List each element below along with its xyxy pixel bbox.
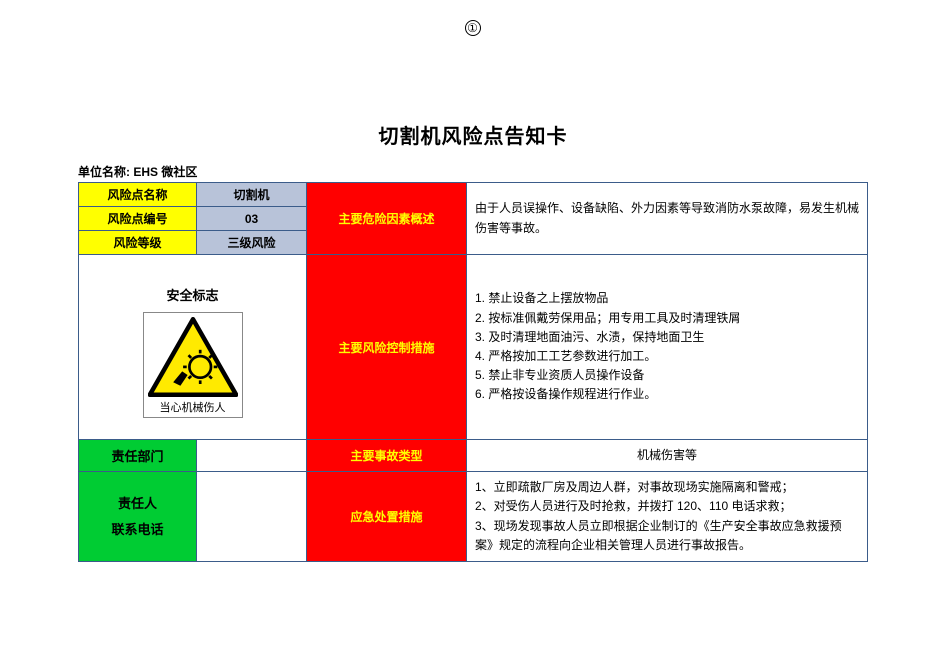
document-title: 切割机风险点告知卡 [78,120,868,149]
accident-type-value: 机械伤害等 [467,440,868,472]
risk-name-label: 风险点名称 [79,183,197,207]
table-row: 风险点名称 切割机 主要危险因素概述 由于人员误操作、设备缺陷、外力因素等导致消… [79,183,868,207]
control-measures-label: 主要风险控制措施 [307,255,467,440]
accident-type-label: 主要事故类型 [307,440,467,472]
page-marker: ① [465,20,481,36]
table-row: 责任人 联系电话 应急处置措施 1、立即疏散厂房及周边人群，对事故现场实施隔离和… [79,472,868,562]
warning-sign-box: 当心机械伤人 [143,312,243,418]
emergency-value: 1、立即疏散厂房及周边人群，对事故现场实施隔离和警戒； 2、对受伤人员进行及时抢… [467,472,868,562]
risk-name-value: 切割机 [197,183,307,207]
safety-sign-title: 安全标志 [83,285,302,304]
dept-value [197,440,307,472]
safety-sign-cell: 安全标志 [79,255,307,440]
risk-code-value: 03 [197,207,307,231]
risk-level-label: 风险等级 [79,231,197,255]
hazard-desc-value: 由于人员误操作、设备缺陷、外力因素等导致消防水泵故障，易发生机械伤害等事故。 [467,183,868,255]
person-label: 责任人 联系电话 [79,472,197,562]
mechanical-hazard-icon [148,317,238,397]
unit-label: 单位名称: EHS 微社区 [78,163,868,180]
dept-label: 责任部门 [79,440,197,472]
warning-sign-caption: 当心机械伤人 [148,399,238,415]
person-value [197,472,307,562]
risk-card-table: 风险点名称 切割机 主要危险因素概述 由于人员误操作、设备缺陷、外力因素等导致消… [78,182,868,562]
control-measures-value: 1. 禁止设备之上摆放物品 2. 按标准佩戴劳保用品；用专用工具及时清理铁屑 3… [467,255,868,440]
table-row: 安全标志 [79,255,868,440]
hazard-desc-label: 主要危险因素概述 [307,183,467,255]
risk-level-value: 三级风险 [197,231,307,255]
emergency-label: 应急处置措施 [307,472,467,562]
risk-code-label: 风险点编号 [79,207,197,231]
document-container: 切割机风险点告知卡 单位名称: EHS 微社区 风险点名称 切割机 主要危险因素… [78,120,868,562]
table-row: 责任部门 主要事故类型 机械伤害等 [79,440,868,472]
